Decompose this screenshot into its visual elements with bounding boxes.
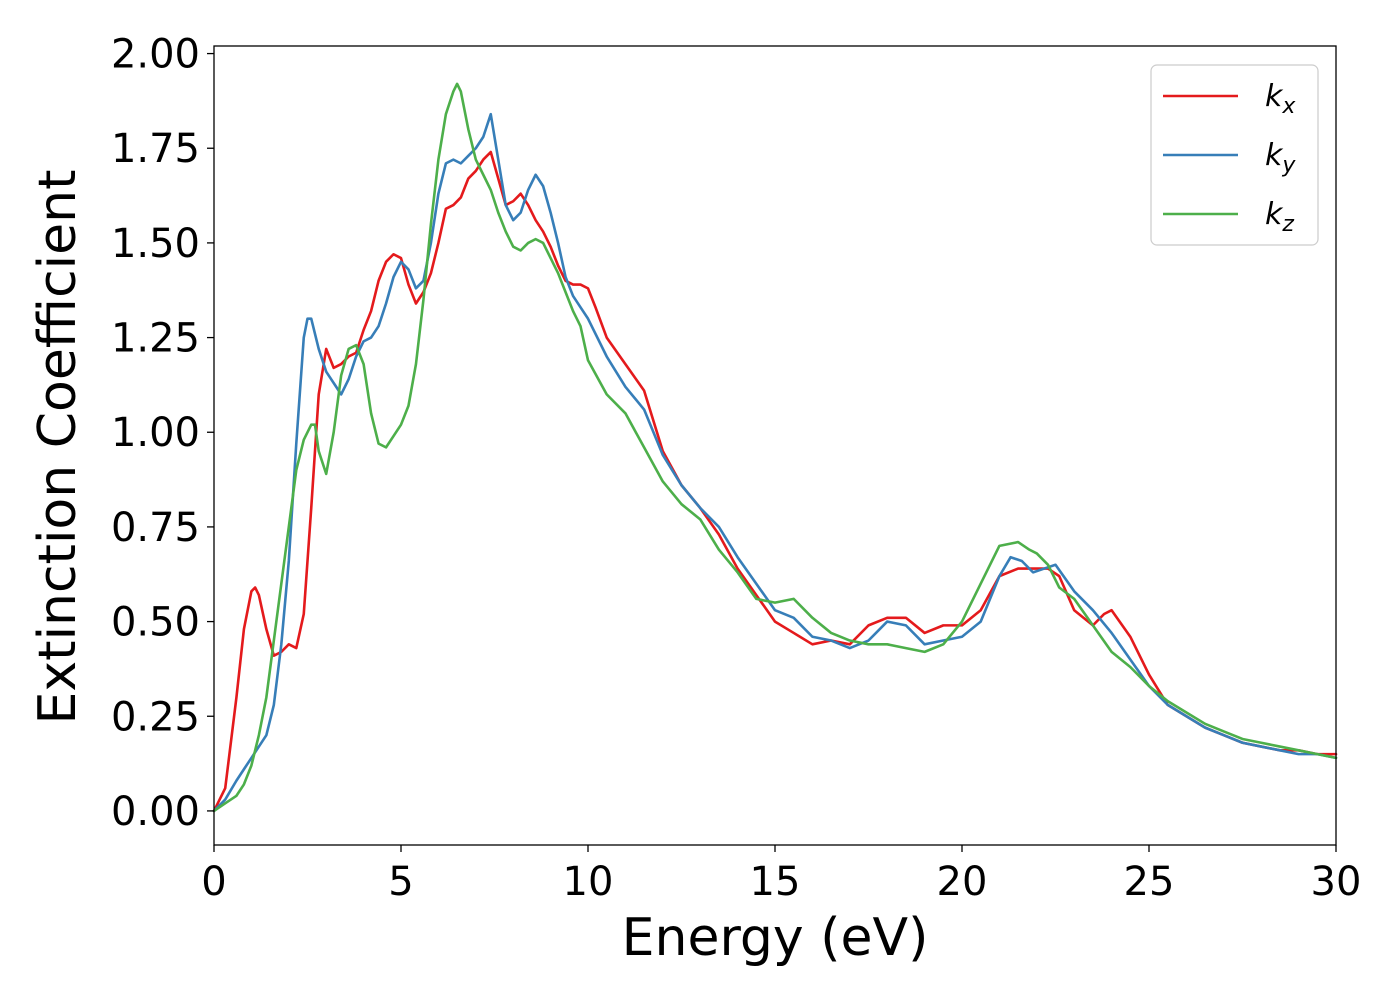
x-tick-label: 30: [1311, 859, 1362, 905]
legend-entries: kx ky kz: [1163, 79, 1296, 237]
x-tick-label: 25: [1124, 859, 1175, 905]
y-axis-label: Extinction Coefficient: [28, 170, 88, 725]
x-axis-ticks: 0 5 10 15 20 25 30: [201, 845, 1361, 905]
legend-label-kz: kz: [1265, 197, 1294, 237]
series-layer: [212, 82, 1338, 813]
legend-label-kx: kx: [1265, 79, 1296, 119]
y-tick-label: 2.00: [111, 32, 200, 78]
legend-label-ky: ky: [1265, 138, 1296, 178]
y-tick-label: 1.50: [111, 221, 200, 267]
y-tick-label: 0.00: [111, 789, 200, 835]
legend: kx ky kz: [1150, 64, 1319, 246]
y-tick-label: 1.25: [111, 316, 200, 362]
y-tick-label: 0.25: [111, 694, 200, 740]
series-line-ky: [212, 112, 1338, 813]
x-tick-label: 0: [201, 859, 226, 905]
y-tick-label: 0.75: [111, 505, 200, 551]
y-tick-label: 0.50: [111, 600, 200, 646]
series-line-kx: [212, 150, 1338, 813]
y-tick-label: 1.00: [111, 410, 200, 456]
x-tick-label: 15: [750, 859, 801, 905]
series-line-kz: [212, 82, 1338, 813]
y-axis-ticks: 0.00 0.25 0.50 0.75 1.00 1.25 1.50 1.75 2.00: [111, 32, 214, 835]
x-tick-label: 5: [388, 859, 413, 905]
x-tick-label: 20: [937, 859, 988, 905]
y-tick-label: 1.75: [111, 126, 200, 172]
x-tick-label: 10: [563, 859, 614, 905]
x-axis-label: Energy (eV): [622, 908, 929, 968]
